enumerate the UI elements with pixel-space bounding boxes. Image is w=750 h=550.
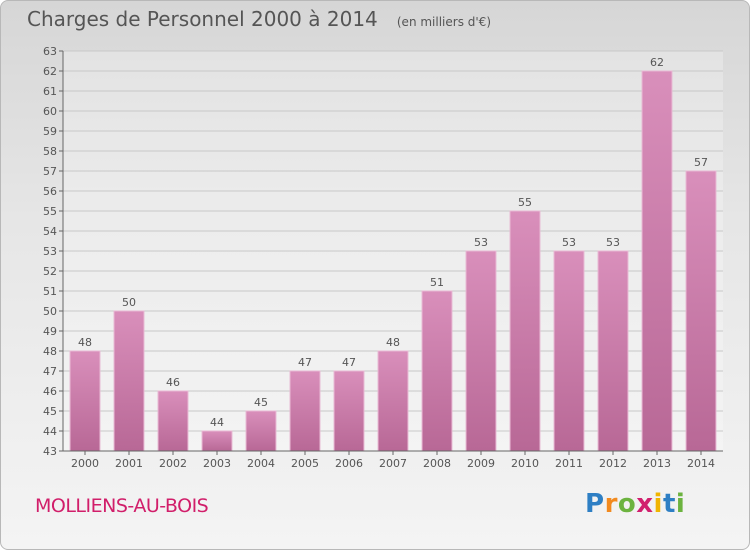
y-tick-label: 44 xyxy=(43,425,57,438)
bar-value-label: 50 xyxy=(122,296,136,309)
bar xyxy=(685,170,717,452)
chart-title: Charges de Personnel 2000 à 2014 xyxy=(27,7,378,31)
logo-letter: i xyxy=(653,489,663,519)
x-tick-label: 2007 xyxy=(379,457,407,470)
y-tick-label: 61 xyxy=(43,85,57,98)
y-tick-label: 53 xyxy=(43,245,57,258)
bar-value-label: 48 xyxy=(78,336,92,349)
bar xyxy=(421,290,453,452)
bar-value-label: 62 xyxy=(650,56,664,69)
logo-letter: x xyxy=(636,489,654,519)
x-tick-label: 2002 xyxy=(159,457,187,470)
bar-value-label: 47 xyxy=(298,356,312,369)
bar-value-label: 46 xyxy=(166,376,180,389)
x-tick-label: 2006 xyxy=(335,457,363,470)
bar-value-label: 44 xyxy=(210,416,224,429)
y-tick-label: 51 xyxy=(43,285,57,298)
proxiti-logo[interactable]: Proxiti xyxy=(585,489,685,519)
logo-letter: P xyxy=(585,489,605,519)
chart-subtitle: (en milliers d'€) xyxy=(396,15,491,29)
x-tick-label: 2003 xyxy=(203,457,231,470)
x-tick-label: 2013 xyxy=(643,457,671,470)
bar-value-label: 53 xyxy=(474,236,488,249)
y-tick-label: 47 xyxy=(43,365,57,378)
x-tick-label: 2008 xyxy=(423,457,451,470)
y-tick-label: 63 xyxy=(43,45,57,58)
bar xyxy=(553,250,585,452)
bar-value-label: 48 xyxy=(386,336,400,349)
x-tick-label: 2001 xyxy=(115,457,143,470)
x-tick-label: 2004 xyxy=(247,457,275,470)
y-tick-label: 58 xyxy=(43,145,57,158)
y-tick-label: 56 xyxy=(43,185,57,198)
bar xyxy=(509,210,541,452)
x-tick-label: 2005 xyxy=(291,457,319,470)
bar xyxy=(157,390,189,452)
bar xyxy=(289,370,321,452)
y-tick-label: 62 xyxy=(43,65,57,78)
y-tick-label: 57 xyxy=(43,165,57,178)
y-tick-label: 46 xyxy=(43,385,57,398)
commune-name: MOLLIENS-AU-BOIS xyxy=(35,495,209,517)
bar xyxy=(333,370,365,452)
y-tick-label: 52 xyxy=(43,265,57,278)
title-row: Charges de Personnel 2000 à 2014 (en mil… xyxy=(27,7,491,31)
y-tick-label: 59 xyxy=(43,125,57,138)
y-tick-label: 49 xyxy=(43,325,57,338)
y-tick-label: 45 xyxy=(43,405,57,418)
bar xyxy=(465,250,497,452)
x-tick-label: 2012 xyxy=(599,457,627,470)
x-tick-label: 2000 xyxy=(71,457,99,470)
bar xyxy=(245,410,277,452)
bar xyxy=(597,250,629,452)
bar-value-label: 47 xyxy=(342,356,356,369)
bar-value-label: 45 xyxy=(254,396,268,409)
y-tick-label: 55 xyxy=(43,205,57,218)
y-tick-label: 60 xyxy=(43,105,57,118)
y-tick-label: 48 xyxy=(43,345,57,358)
logo-letter: o xyxy=(617,489,637,519)
bar xyxy=(201,430,233,452)
bar xyxy=(113,310,145,452)
y-tick-label: 54 xyxy=(43,225,57,238)
bar-value-label: 53 xyxy=(606,236,620,249)
logo-letter: r xyxy=(604,489,618,519)
y-tick-label: 50 xyxy=(43,305,57,318)
bar-value-label: 51 xyxy=(430,276,444,289)
logo-letter: t xyxy=(662,489,676,519)
bar-value-label: 55 xyxy=(518,196,532,209)
bar xyxy=(641,70,673,452)
bar-value-label: 53 xyxy=(562,236,576,249)
bar-value-label: 57 xyxy=(694,156,708,169)
x-tick-label: 2011 xyxy=(555,457,583,470)
x-tick-label: 2014 xyxy=(687,457,715,470)
y-tick-label: 43 xyxy=(43,445,57,458)
bar xyxy=(377,350,409,452)
x-tick-label: 2010 xyxy=(511,457,539,470)
x-tick-label: 2009 xyxy=(467,457,495,470)
bar xyxy=(69,350,101,452)
logo-letter: i xyxy=(675,489,686,519)
